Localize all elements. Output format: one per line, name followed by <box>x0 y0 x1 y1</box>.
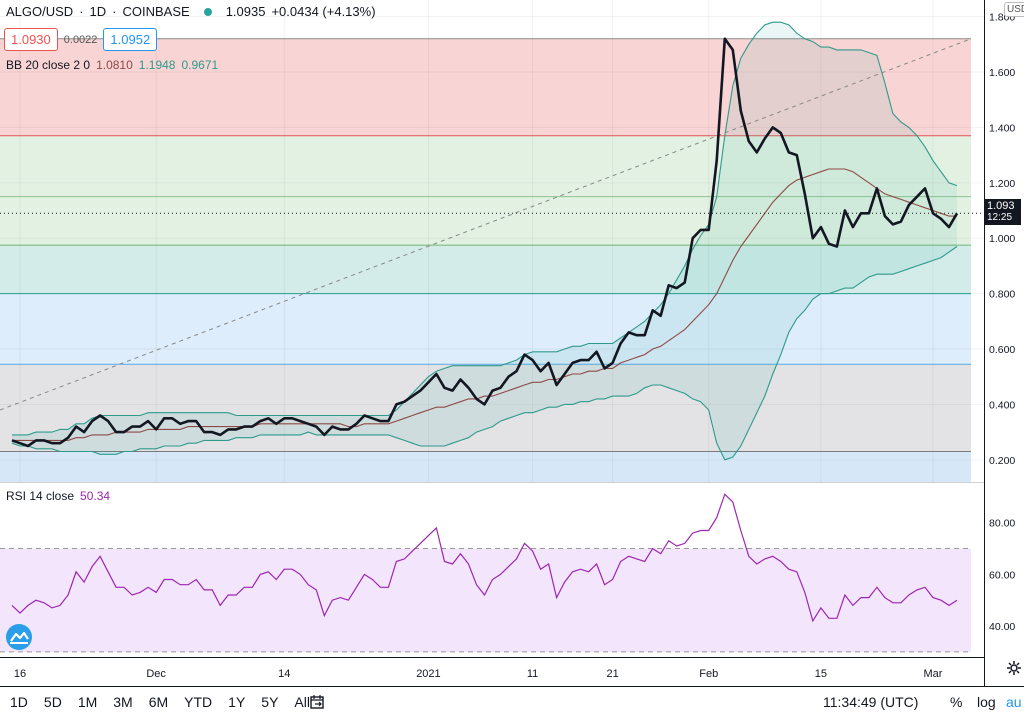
last-price-axis-label: 1.093 12:25 <box>985 199 1021 225</box>
time-axis-tick: 21 <box>607 668 619 680</box>
range-button-3m[interactable]: 3M <box>113 693 133 710</box>
rsi-legend[interactable]: RSI 14 close 50.34 <box>6 489 110 503</box>
range-button-1y[interactable]: 1Y <box>228 693 246 710</box>
last-price-axis-value: 1.093 <box>987 200 1015 212</box>
symbol-legend[interactable]: ALGO/USD · 1D · COINBASE 1.0935 +0.0434 (+… <box>6 4 376 19</box>
fib-zone <box>0 135 971 197</box>
fib-zone <box>0 293 971 365</box>
bb-legend[interactable]: BB 20 close 2 0 1.0810 1.1948 0.9671 <box>6 58 218 72</box>
buy-price-button[interactable]: 1.0952 <box>103 28 158 51</box>
bb-lower-line <box>11 246 958 461</box>
price-axis-tick: 1.400 <box>989 122 1015 134</box>
date-range-picker-icon[interactable] <box>309 694 325 710</box>
fib-zone <box>0 38 971 136</box>
time-axis-tick: 2021 <box>416 668 440 680</box>
market-status-icon <box>203 7 212 16</box>
bb-band-fill <box>12 22 957 460</box>
time-axis-tick: 16 <box>14 668 26 680</box>
exchange-label: COINBASE <box>122 4 190 19</box>
sell-price-button[interactable]: 1.0930 <box>4 28 58 51</box>
range-button-6m[interactable]: 6M <box>148 693 169 710</box>
fib-retracement-layer <box>0 38 971 482</box>
rsi-pane[interactable] <box>0 482 984 657</box>
price-axis-tick: 1.600 <box>989 67 1015 79</box>
price-line <box>11 37 959 448</box>
range-button-1d[interactable]: 1D <box>10 693 28 710</box>
price-change: +0.0434 (+4.13%) <box>271 4 376 19</box>
time-axis-tick: Feb <box>699 668 718 680</box>
rsi-line <box>11 493 958 623</box>
bb-label: BB 20 close 2 0 <box>6 58 91 72</box>
tradingview-logo-icon[interactable] <box>6 624 32 650</box>
price-axis-bg[interactable] <box>984 0 1024 686</box>
bb-basis-value: 1.0810 <box>96 58 133 72</box>
trend-line-layer[interactable] <box>0 38 972 411</box>
clock-display[interactable]: 11:34:49 (UTC) <box>823 694 919 710</box>
time-axis-tick: 11 <box>527 668 538 680</box>
settings-gear-icon[interactable] <box>1006 660 1022 676</box>
price-axis-tick: 1.000 <box>989 233 1015 245</box>
date-range-buttons: 1D 5D 1M 3M 6M YTD 1Y 5Y All <box>0 694 316 710</box>
time-axis-tick: Mar <box>923 668 942 680</box>
bb-upper-value: 1.1948 <box>138 58 176 72</box>
range-button-5d[interactable]: 5D <box>43 693 62 710</box>
fib-zone <box>0 364 971 452</box>
time-axis-tick: Dec <box>146 668 166 680</box>
price-axis-tick: 0.600 <box>989 344 1015 356</box>
price-series-layer <box>0 37 984 448</box>
interval-label: 1D <box>89 4 107 19</box>
price-axis-tick: 0.400 <box>989 399 1015 411</box>
bollinger-bands-layer <box>11 21 958 461</box>
rsi-axis-tick: 60.00 <box>989 569 1015 581</box>
auto-scale-button[interactable]: au <box>1006 694 1022 710</box>
log-scale-button[interactable]: log <box>977 694 996 710</box>
fib-zone <box>0 451 971 482</box>
last-price: 1.0935 <box>225 4 266 19</box>
bottom-toolbar: 1D 5D 1M 3M 6M YTD 1Y 5Y All <box>0 686 1024 717</box>
range-button-ytd[interactable]: YTD <box>184 693 213 710</box>
price-axis-tick: 0.200 <box>989 455 1015 467</box>
bar-countdown: 12:25 <box>987 212 1013 223</box>
time-axis-tick: 14 <box>278 668 290 680</box>
fib-zone <box>0 245 971 294</box>
rsi-band-fill <box>0 548 971 652</box>
rsi-axis-tick: 40.00 <box>989 621 1015 633</box>
symbol-name: ALGO/USD <box>6 4 74 19</box>
range-button-5y[interactable]: 5Y <box>261 693 279 710</box>
rsi-axis-tick: 80.00 <box>989 518 1015 530</box>
range-button-1m[interactable]: 1M <box>77 693 98 710</box>
price-axis-tick: 0.800 <box>989 289 1015 301</box>
price-axis-tick: 1.200 <box>989 178 1015 190</box>
bb-basis-line <box>12 168 957 441</box>
trend-line[interactable] <box>0 38 972 411</box>
rsi-value: 50.34 <box>80 489 111 503</box>
bb-lower-value: 0.9671 <box>181 58 219 72</box>
bid-ask-row: 1.0930 0.0022 1.0952 <box>4 28 158 51</box>
bb-upper-line <box>12 21 958 436</box>
spread-value: 0.0022 <box>63 33 98 46</box>
rsi-label: RSI 14 close <box>6 489 75 503</box>
axes-layer: 0.200 0.400 0.600 0.800 1.000 1.200 1.400 1.600… <box>0 0 1024 687</box>
usd-axis-label: USD <box>1004 2 1024 17</box>
range-button-all[interactable]: All <box>294 693 310 710</box>
percent-scale-button[interactable]: % <box>950 694 963 710</box>
time-axis-tick: 15 <box>815 668 827 680</box>
